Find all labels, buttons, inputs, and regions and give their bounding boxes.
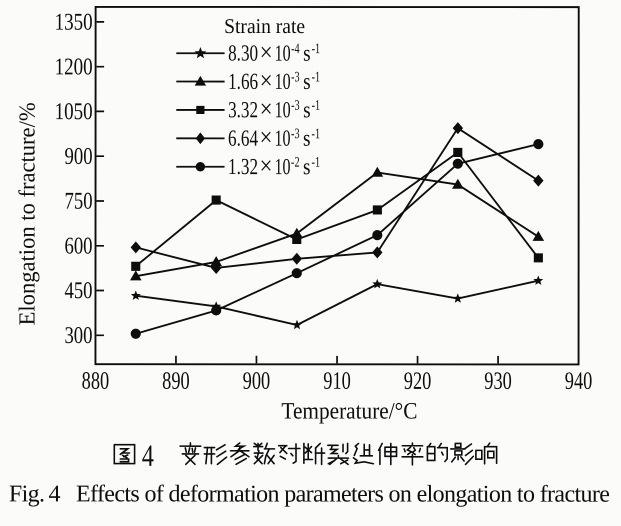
svg-text:-1: -1 [312,155,321,171]
svg-text:450: 450 [64,278,92,304]
svg-text:1200: 1200 [55,54,93,80]
svg-text:1350: 1350 [55,10,93,36]
svg-text:890: 890 [162,368,190,395]
svg-text:Strain rate: Strain rate [224,14,305,38]
svg-text:10: 10 [275,154,291,179]
svg-text:-1: -1 [312,126,321,142]
svg-text:900: 900 [65,144,93,170]
svg-text:×: × [260,38,273,67]
svg-text:750: 750 [65,189,93,215]
svg-text:×: × [260,151,273,180]
svg-text:-1: -1 [312,41,321,57]
svg-text:-3: -3 [291,98,300,114]
svg-text:10: 10 [275,41,291,66]
svg-text:910: 910 [323,368,351,395]
svg-text:900: 900 [243,368,271,395]
svg-text:4: 4 [142,438,154,473]
svg-text:10: 10 [275,69,291,94]
svg-text:300: 300 [64,323,92,349]
svg-text:s: s [303,69,311,94]
svg-text:s: s [303,154,311,179]
svg-text:Temperature/°C: Temperature/°C [281,398,417,424]
svg-text:1.66: 1.66 [228,69,258,94]
svg-text:×: × [260,94,273,123]
svg-text:10: 10 [275,97,291,122]
svg-text:-3: -3 [291,69,300,85]
svg-text:940: 940 [565,368,593,395]
svg-text:1.32: 1.32 [228,154,258,179]
svg-text:930: 930 [484,368,512,395]
svg-text:600: 600 [65,233,93,259]
svg-text:s: s [303,41,311,66]
svg-text:s: s [303,97,311,122]
svg-text:×: × [260,123,273,152]
svg-text:-2: -2 [291,155,300,171]
svg-text:8.30: 8.30 [228,41,258,66]
svg-text:920: 920 [404,368,432,395]
svg-text:-1: -1 [312,98,321,114]
svg-text:-1: -1 [312,69,321,85]
svg-text:6.64: 6.64 [228,126,258,151]
svg-text:Elongation to fracture/%: Elongation to fracture/% [14,102,39,325]
svg-text:3.32: 3.32 [228,97,258,122]
svg-text:s: s [303,126,311,151]
svg-text:880: 880 [82,368,110,395]
svg-text:×: × [260,66,273,95]
svg-text:1050: 1050 [55,99,93,125]
svg-text:Fig. 4 Effects of deformatio: Fig. 4 Effects of deformation parameters… [9,481,610,507]
svg-text:-4: -4 [291,41,300,57]
svg-text:-3: -3 [291,126,300,142]
svg-text:10: 10 [275,126,291,151]
